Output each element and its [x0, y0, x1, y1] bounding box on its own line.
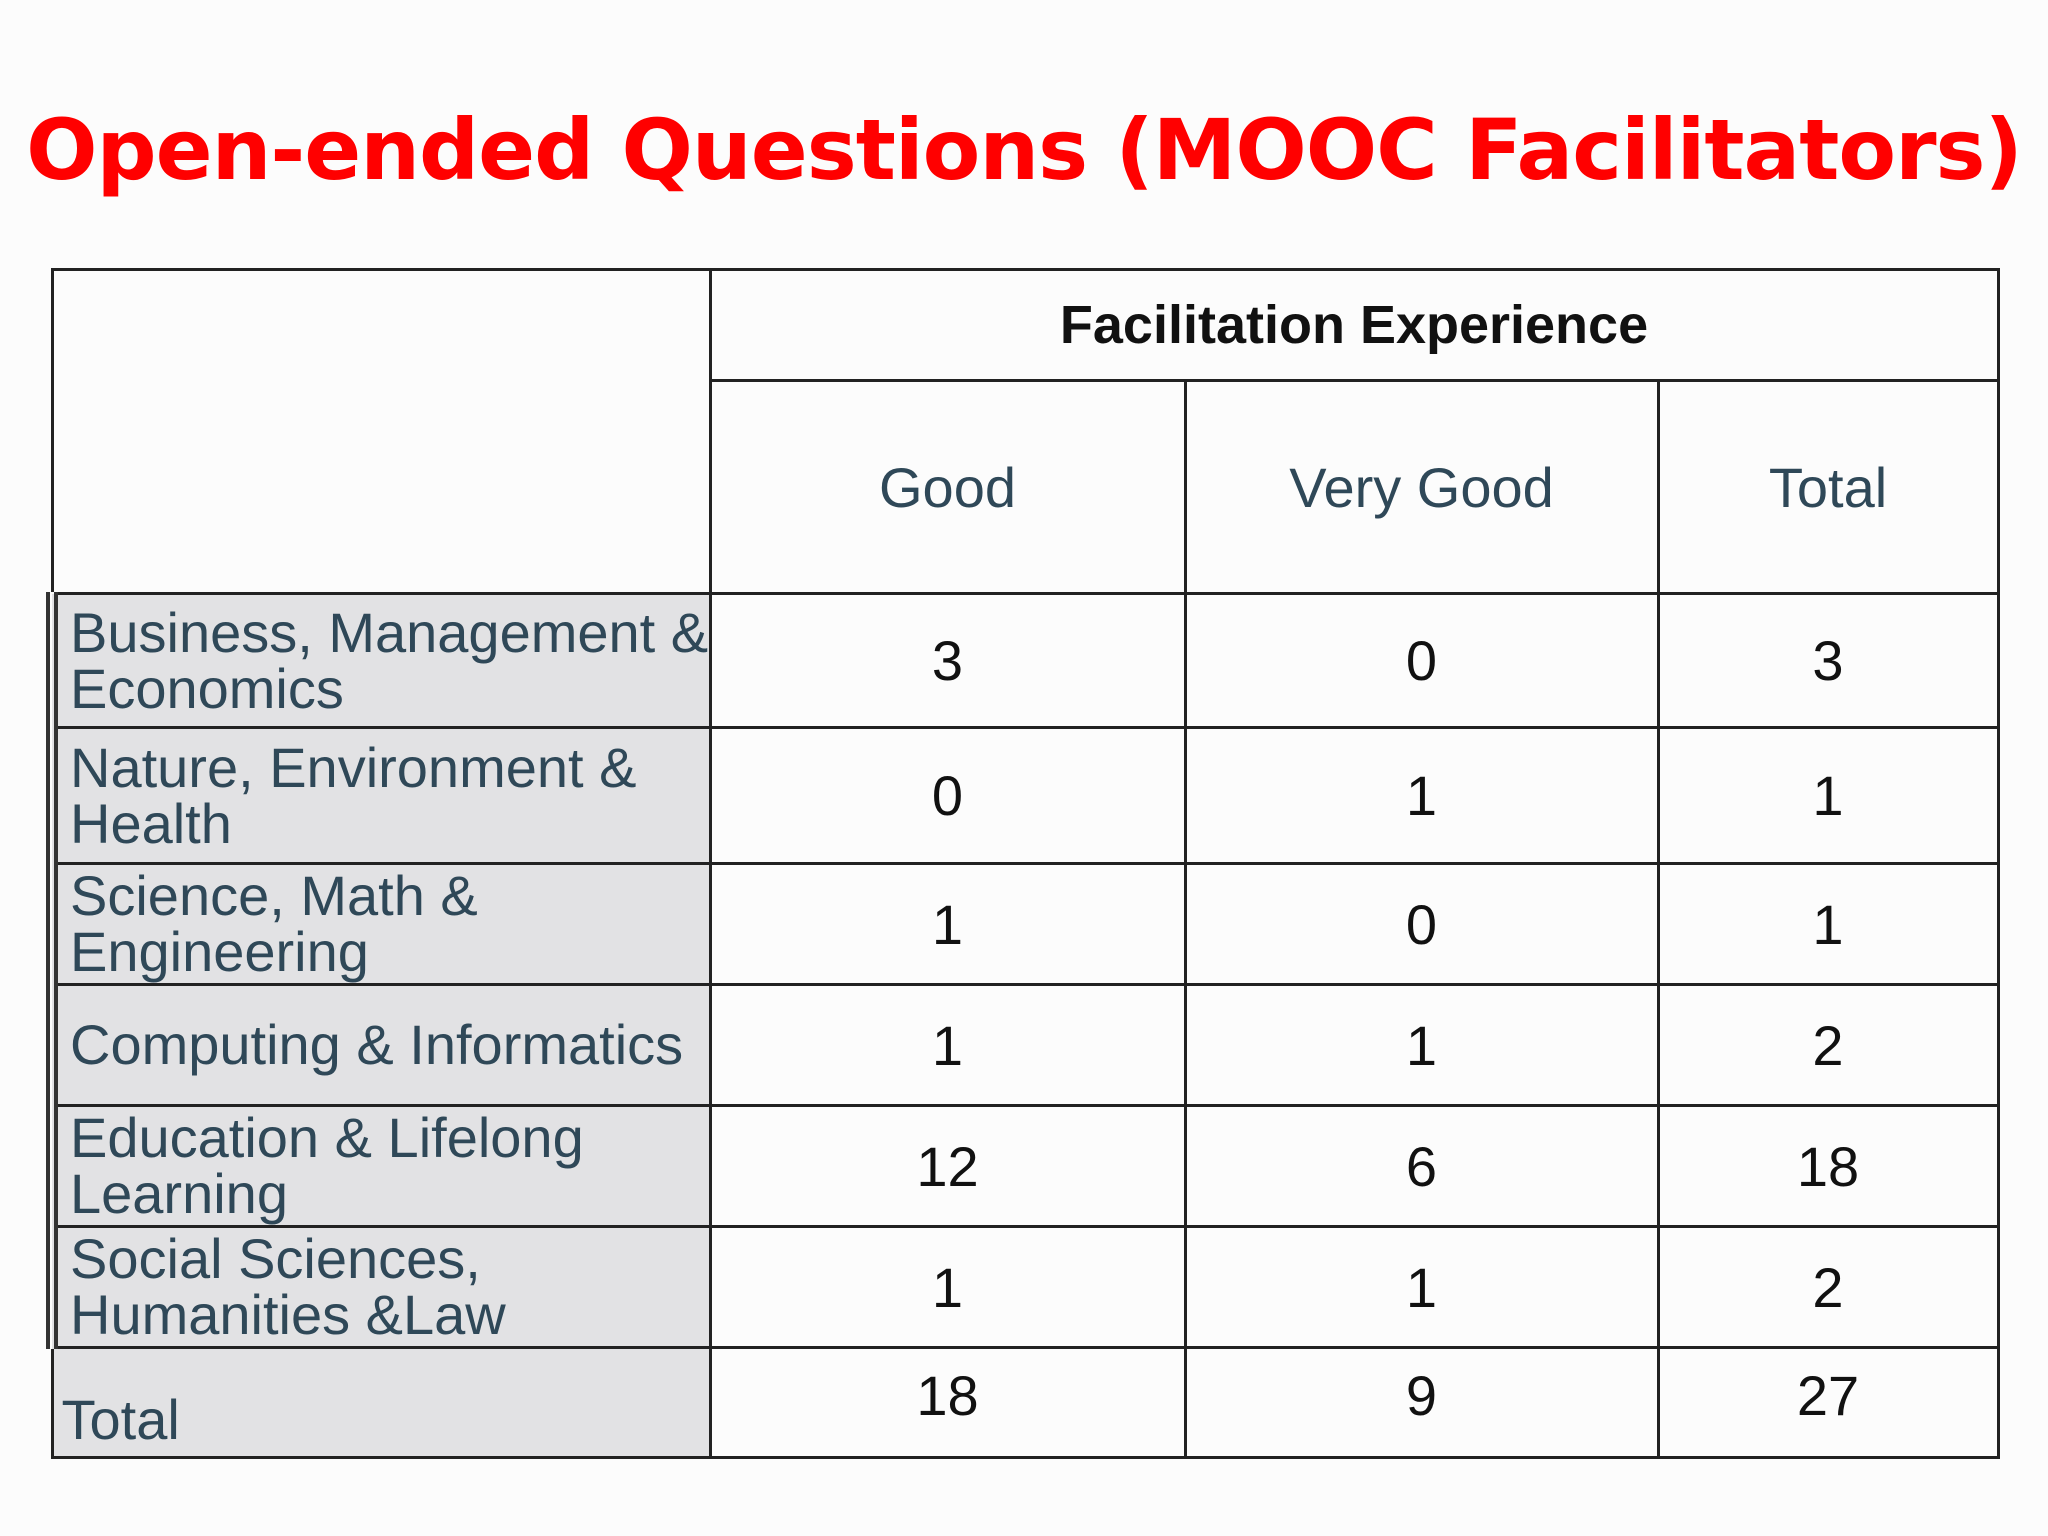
cell-good: 0	[708, 726, 1187, 865]
row-label-computing: Computing & Informatics	[46, 983, 712, 1107]
cell-very-good: 0	[1183, 862, 1660, 986]
cell-good: 1	[708, 983, 1187, 1107]
row-label-nature: Nature, Environment & Health	[46, 726, 712, 865]
table-row: Education & Lifelong Learning 12 6 18	[46, 1104, 2000, 1228]
cell-total: 18	[1656, 1104, 2000, 1228]
table-row: Nature, Environment & Health 0 1 1	[46, 726, 2000, 865]
facilitation-experience-table: Facilitation Experience Good Very Good T…	[46, 268, 2000, 1459]
cell-very-good: 6	[1183, 1104, 1660, 1228]
column-header-total: Total	[1656, 379, 2000, 595]
cell-very-good: 1	[1183, 1225, 1660, 1349]
row-label-text: Education & Lifelong Learning	[70, 1106, 584, 1225]
cell-total: 2	[1656, 1225, 2000, 1349]
slide-title: Open-ended Questions (MOOC Facilitators)	[26, 101, 2023, 199]
cell-very-good: 1	[1183, 726, 1660, 865]
table-column-header-row: Good Very Good Total	[52, 379, 2000, 595]
table-row: Business, Management & Economics 3 0 3	[46, 592, 2000, 729]
table-group-header-row: Facilitation Experience	[50, 268, 2000, 595]
row-label-science: Science, Math & Engineering	[46, 862, 712, 986]
cell-total: 3	[1656, 592, 2000, 729]
table-row: Social Sciences, Humanities &Law 1 1 2	[46, 1225, 2000, 1349]
cell-good: 1	[708, 1225, 1187, 1349]
row-label-text: Nature, Environment & Health	[70, 735, 637, 855]
cell-grand-total: 27	[1656, 1346, 2000, 1459]
column-header-good: Good	[708, 379, 1187, 595]
group-header-facilitation-experience: Facilitation Experience	[708, 268, 2000, 382]
cell-good: 3	[708, 592, 1187, 729]
table-row: Computing & Informatics 1 1 2	[46, 983, 2000, 1107]
cell-good: 12	[708, 1104, 1187, 1228]
row-label-text: Computing & Informatics	[70, 1013, 684, 1076]
table-total-row: Total 18 9 27	[50, 1346, 2000, 1459]
cell-total: 1	[1656, 862, 2000, 986]
cell-total: 1	[1656, 726, 2000, 865]
row-label-social-sciences: Social Sciences, Humanities &Law	[46, 1225, 712, 1349]
row-label-text: Science, Math & Engineering	[70, 864, 478, 983]
column-header-very-good: Very Good	[1183, 379, 1660, 595]
row-label-text: Business, Management & Economics	[70, 600, 709, 720]
table-corner-cell	[50, 268, 712, 595]
cell-good-total: 18	[708, 1346, 1187, 1459]
cell-very-good: 1	[1183, 983, 1660, 1107]
row-label-education: Education & Lifelong Learning	[46, 1104, 712, 1228]
table-row: Science, Math & Engineering 1 0 1	[46, 862, 2000, 986]
row-label-total: Total	[50, 1346, 712, 1459]
cell-good: 1	[708, 862, 1187, 986]
row-label-text: Social Sciences, Humanities &Law	[70, 1227, 506, 1346]
cell-total: 2	[1656, 983, 2000, 1107]
cell-very-good: 0	[1183, 592, 1660, 729]
row-label-text: Total	[61, 1387, 180, 1451]
cell-very-good-total: 9	[1183, 1346, 1660, 1459]
row-label-business: Business, Management & Economics	[46, 592, 712, 729]
